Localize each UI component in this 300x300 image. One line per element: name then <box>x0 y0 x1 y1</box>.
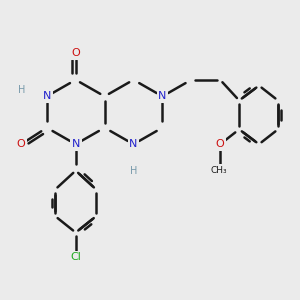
Text: N: N <box>129 139 138 149</box>
Text: N: N <box>43 91 51 101</box>
Text: N: N <box>71 139 80 149</box>
Text: O: O <box>216 139 225 149</box>
Text: O: O <box>216 166 224 176</box>
Text: N: N <box>158 91 166 101</box>
Text: H: H <box>17 85 25 95</box>
Text: CH₃: CH₃ <box>210 166 227 175</box>
Text: Cl: Cl <box>70 252 81 262</box>
Text: O: O <box>17 139 26 149</box>
Text: H: H <box>130 166 137 176</box>
Text: O: O <box>71 48 80 59</box>
